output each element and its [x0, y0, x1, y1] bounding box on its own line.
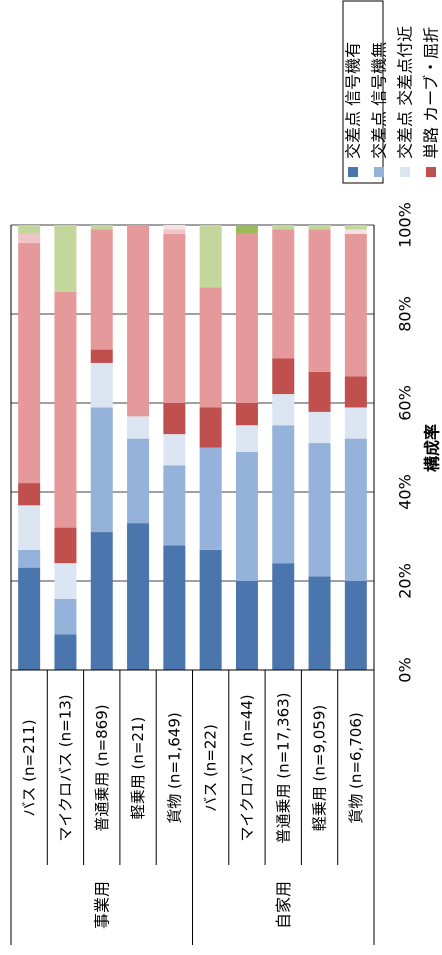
category-label-6: マイクロバス (n=44)	[238, 694, 256, 841]
legend-label-: 交差点 交差点付近	[396, 26, 415, 159]
bar-segment--9	[344, 376, 367, 408]
bar-segment--6	[235, 581, 258, 670]
bar-segment--3	[127, 225, 150, 417]
bar-segment--0	[18, 233, 41, 243]
category-label-8: 軽乗用 (n=9,059)	[311, 705, 329, 832]
bar-segment--9	[344, 233, 367, 377]
bar-segment--6	[235, 225, 258, 234]
x-tick-label: 40%	[396, 474, 415, 510]
bar-segment--7	[272, 394, 295, 426]
bar-segment--8	[308, 229, 331, 372]
legend-label-: 単路 カーブ・屈折	[422, 27, 441, 159]
bar-segment--2	[90, 229, 113, 350]
bar-segment--3	[127, 523, 150, 670]
category-label-7: 普通乗用 (n=17,363)	[274, 692, 292, 843]
bar-segment--2	[90, 362, 113, 408]
bar-segment--0	[18, 567, 41, 670]
x-tick-label: 20%	[396, 563, 415, 599]
bar-segment--6	[235, 425, 258, 452]
bar-segment--1	[54, 527, 77, 564]
bar-segment--5	[199, 447, 222, 550]
bar-segment--3	[127, 438, 150, 524]
legend-frame	[342, 0, 384, 184]
category-label-5: バス (n=22)	[202, 724, 220, 812]
x-tick-label: 0%	[396, 657, 415, 682]
bar-segment--9	[344, 229, 367, 234]
bar-segment--2	[90, 349, 113, 363]
bar-segment--1	[54, 225, 77, 292]
bar-segment--8	[308, 576, 331, 670]
legend-label-: 交差点 信号機無	[370, 42, 389, 159]
legend-swatch-	[426, 167, 436, 177]
bars	[18, 225, 367, 670]
bar-segment--3	[127, 416, 150, 439]
category-label-4: 貨物 (n=1,649)	[165, 712, 183, 824]
group-label-1: 自家用	[274, 881, 293, 929]
bar-segment--0	[18, 483, 41, 506]
bar-segment--4	[163, 229, 186, 234]
x-axis-title: 構成率	[423, 424, 442, 472]
bar-segment--1	[54, 598, 77, 635]
bar-segment--0	[18, 505, 41, 550]
bar-segment--1	[54, 563, 77, 599]
bar-segment--6	[235, 233, 258, 403]
bar-segment--9	[344, 581, 367, 670]
bar-segment--9	[344, 407, 367, 439]
bar-segment--5	[199, 407, 222, 448]
bar-segment--7	[272, 225, 295, 230]
bar-segment--4	[163, 434, 186, 466]
category-label-2: 普通乗用 (n=869)	[93, 704, 111, 831]
legend-swatch-	[400, 167, 410, 177]
bar-segment--8	[308, 443, 331, 577]
category-label-3: 軽乗用 (n=21)	[129, 717, 147, 820]
bar-segment--2	[90, 532, 113, 670]
bar-segment--4	[163, 545, 186, 670]
bar-segment--5	[199, 287, 222, 408]
bar-segment--9	[344, 225, 367, 230]
category-label-9: 貨物 (n=6,706)	[347, 712, 365, 824]
bar-segment--0	[18, 549, 41, 568]
bar-segment--4	[163, 233, 186, 403]
bar-segment--4	[163, 465, 186, 546]
bar-segment--8	[308, 411, 331, 444]
bar-segment--1	[54, 291, 77, 528]
x-tick-label: 100%	[396, 202, 415, 248]
x-tick-labels: 0% 20% 40% 60% 80% 100%	[396, 202, 415, 683]
bar-segment--6	[235, 451, 258, 581]
bar-segment--7	[272, 563, 295, 670]
bar-segment--6	[235, 403, 258, 426]
bar-segment--1	[54, 634, 77, 670]
category-label-1: マイクロバス (n=13)	[56, 694, 74, 841]
bar-segment--4	[163, 225, 186, 230]
bar-segment--8	[308, 225, 331, 230]
legend-swatch-	[374, 167, 384, 177]
bar-segment--7	[272, 425, 295, 564]
bar-segment--2	[90, 225, 113, 230]
legend-swatch-	[348, 167, 358, 177]
legend-label-: 交差点 信号機有	[344, 42, 363, 159]
bar-segment--0	[18, 225, 41, 234]
category-labels: バス (n=211) マイクロバス (n=13) 普通乗用 (n=869) 軽乗用 (…	[20, 692, 365, 929]
bar-segment--7	[272, 358, 295, 395]
bar-segment--8	[308, 371, 331, 412]
bar-segment--2	[90, 407, 113, 533]
bar-segment--5	[199, 549, 222, 670]
x-tick-label: 80%	[396, 296, 415, 332]
axes	[10, 225, 375, 945]
bar-segment--7	[272, 229, 295, 359]
category-label-0: バス (n=211)	[20, 719, 38, 816]
x-tick-label: 60%	[396, 385, 415, 421]
bar-segment--4	[163, 403, 186, 435]
bar-segment--5	[199, 225, 222, 288]
bar-segment--9	[344, 438, 367, 581]
bar-segment--0	[18, 242, 41, 484]
group-label-0: 事業用	[92, 881, 111, 929]
